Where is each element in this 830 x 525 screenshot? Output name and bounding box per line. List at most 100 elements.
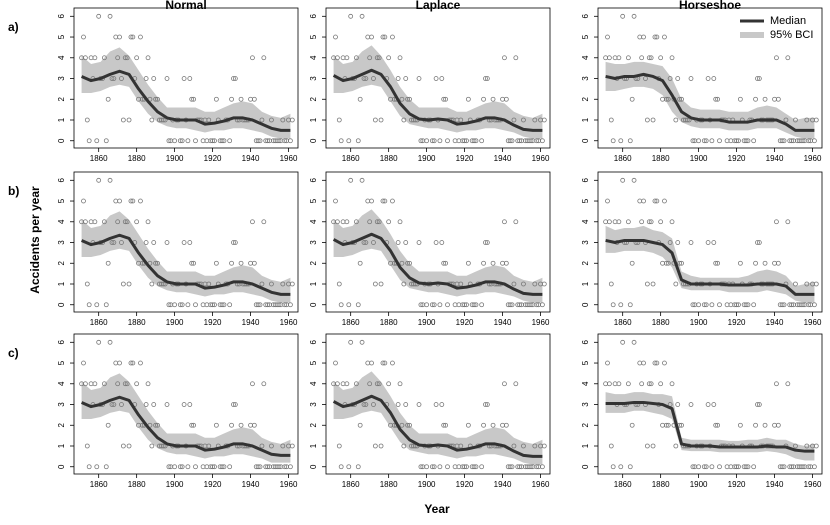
data-point bbox=[431, 302, 437, 308]
data-point bbox=[96, 339, 102, 345]
data-point bbox=[120, 443, 126, 449]
data-point bbox=[227, 302, 233, 308]
data-point bbox=[265, 138, 271, 144]
data-point bbox=[471, 464, 477, 470]
data-point bbox=[103, 464, 109, 470]
x-tick-label: 1880 bbox=[380, 480, 398, 489]
data-point bbox=[433, 76, 439, 81]
data-point bbox=[793, 443, 798, 449]
data-point bbox=[756, 76, 762, 81]
data-point bbox=[812, 302, 817, 308]
data-point bbox=[164, 402, 170, 407]
data-point bbox=[380, 34, 386, 40]
x-tick-label: 1940 bbox=[766, 154, 784, 163]
data-point bbox=[490, 260, 496, 266]
data-point bbox=[357, 96, 363, 102]
data-point bbox=[138, 360, 143, 366]
y-tick-label: 2 bbox=[581, 422, 590, 427]
data-point bbox=[711, 76, 717, 81]
data-point bbox=[433, 402, 439, 407]
data-point bbox=[213, 96, 219, 102]
y-tick-label: 1 bbox=[57, 117, 66, 122]
y-tick-label: 6 bbox=[309, 178, 318, 183]
data-point bbox=[276, 464, 282, 470]
data-point bbox=[806, 138, 812, 144]
data-point bbox=[677, 260, 683, 266]
data-point bbox=[756, 402, 762, 407]
data-point bbox=[265, 302, 271, 308]
data-point bbox=[648, 219, 654, 225]
data-point bbox=[153, 422, 159, 428]
median-line bbox=[605, 400, 815, 453]
data-point bbox=[269, 443, 274, 449]
data-point bbox=[629, 422, 635, 428]
x-tick-label: 1940 bbox=[766, 318, 784, 327]
bci-band bbox=[81, 211, 291, 303]
data-point bbox=[86, 138, 92, 144]
y-tick-label: 5 bbox=[309, 34, 318, 39]
y-tick-label: 1 bbox=[309, 117, 318, 122]
y-tick-label: 1 bbox=[309, 281, 318, 286]
data-point bbox=[378, 117, 384, 123]
data-point bbox=[418, 464, 424, 470]
data-point bbox=[101, 219, 107, 225]
y-tick-label: 0 bbox=[309, 302, 318, 307]
data-point bbox=[257, 138, 263, 144]
y-tick-label: 5 bbox=[57, 360, 66, 365]
data-point bbox=[181, 240, 187, 245]
data-point bbox=[789, 302, 795, 308]
data-point bbox=[513, 381, 519, 387]
data-point bbox=[81, 198, 86, 204]
data-point bbox=[367, 219, 373, 225]
data-point bbox=[193, 138, 198, 144]
y-tick-label: 6 bbox=[581, 340, 590, 345]
data-point bbox=[690, 138, 696, 144]
data-point bbox=[280, 281, 286, 287]
data-point bbox=[703, 464, 709, 470]
data-point bbox=[250, 55, 255, 61]
data-point bbox=[250, 219, 255, 225]
y-tick-label: 1 bbox=[309, 443, 318, 448]
data-point bbox=[179, 464, 185, 470]
data-point bbox=[696, 302, 702, 308]
y-tick-label: 6 bbox=[309, 14, 318, 19]
panel-title: Horseshoe bbox=[679, 0, 741, 12]
x-tick-label: 1900 bbox=[166, 154, 184, 163]
data-point bbox=[282, 138, 288, 144]
x-tick-label: 1860 bbox=[614, 480, 632, 489]
data-point bbox=[511, 117, 517, 123]
x-tick-label: 1860 bbox=[342, 154, 360, 163]
data-point bbox=[650, 117, 656, 123]
data-point bbox=[458, 281, 464, 287]
data-point bbox=[336, 281, 342, 287]
data-point bbox=[363, 240, 369, 245]
x-tick-label: 1860 bbox=[90, 318, 108, 327]
data-point bbox=[775, 422, 781, 428]
data-point bbox=[717, 302, 722, 308]
data-point bbox=[255, 138, 261, 144]
data-point bbox=[289, 281, 295, 287]
data-point bbox=[625, 55, 631, 61]
data-point bbox=[401, 281, 407, 287]
data-point bbox=[120, 117, 126, 123]
data-point bbox=[259, 443, 265, 449]
data-point bbox=[616, 55, 622, 61]
data-point bbox=[403, 240, 409, 245]
data-point bbox=[407, 260, 412, 266]
data-point bbox=[382, 198, 388, 204]
data-point bbox=[541, 117, 547, 123]
data-point bbox=[160, 443, 166, 449]
data-point bbox=[259, 117, 265, 123]
x-tick-label: 1940 bbox=[242, 154, 260, 163]
median-line bbox=[80, 395, 291, 457]
data-point bbox=[107, 339, 113, 345]
data-point bbox=[511, 281, 517, 287]
plot-frame bbox=[73, 171, 299, 313]
x-tick-label: 1960 bbox=[804, 480, 822, 489]
y-tick-label: 5 bbox=[57, 198, 66, 203]
data-point bbox=[673, 443, 679, 449]
data-point bbox=[145, 381, 151, 387]
data-point bbox=[439, 402, 445, 407]
data-point bbox=[155, 260, 160, 266]
data-point bbox=[762, 260, 768, 266]
